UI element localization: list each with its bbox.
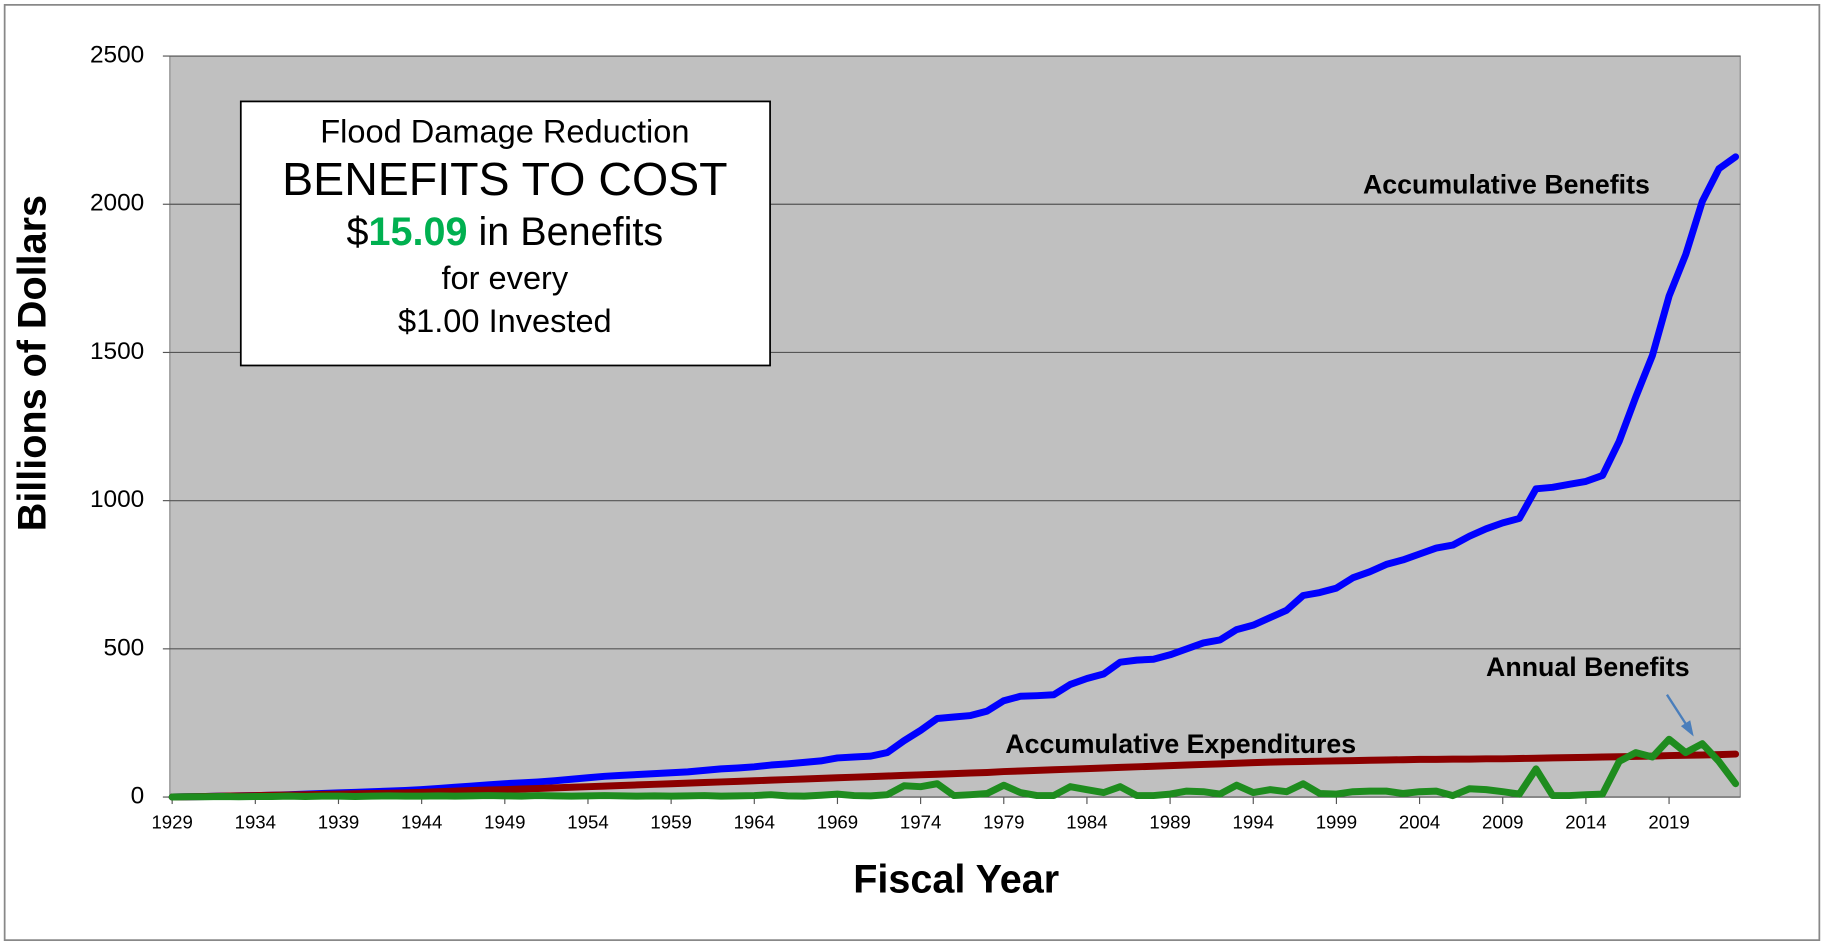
annotation-box <box>239 100 771 367</box>
annotation-line: BENEFITS TO COST <box>282 153 727 205</box>
lines <box>168 153 1740 801</box>
x-tick-label: 1989 <box>1149 812 1190 833</box>
x-tick-label: 1929 <box>151 812 192 833</box>
x-tick-label: 1969 <box>817 812 858 833</box>
x-tick-label: 1964 <box>734 812 775 833</box>
series-label: Accumulative Expenditures <box>1005 729 1356 759</box>
x-tick-label: 1999 <box>1316 812 1357 833</box>
x-tick-label: 1979 <box>983 812 1024 833</box>
y-tick-label: 500 <box>104 634 145 661</box>
annotation-line: $15.09 in Benefits <box>347 211 664 255</box>
x-tick-label: 1944 <box>401 812 442 833</box>
x-tick-label: 1954 <box>567 812 608 833</box>
x-tick-label: 1939 <box>318 812 359 833</box>
annotation-suffix: in Benefits <box>468 211 664 255</box>
annotation-ratio: 15.09 <box>369 211 468 255</box>
x-tick-label: 2009 <box>1482 812 1523 833</box>
series-line <box>168 750 1740 801</box>
y-axis-label: Billions of Dollars <box>10 195 54 531</box>
x-tick-label: 1934 <box>235 812 276 833</box>
y-tick-label: 1000 <box>90 486 144 513</box>
y-tick-label: 1500 <box>90 338 144 365</box>
x-tick-label: 1959 <box>650 812 691 833</box>
y-tick-label: 2000 <box>90 190 144 217</box>
x-tick-label: 1949 <box>484 812 525 833</box>
y-tick-label: 2500 <box>90 42 144 69</box>
x-tick-label: 1984 <box>1066 812 1107 833</box>
y-tick-label: 0 <box>131 783 145 810</box>
x-tick-label: 1994 <box>1233 812 1274 833</box>
x-tick-label: 1974 <box>900 812 941 833</box>
annotation-line: for every <box>442 260 569 296</box>
x-tick-label: 2019 <box>1648 812 1689 833</box>
x-tick-label: 2014 <box>1565 812 1606 833</box>
annotation-prefix: $ <box>347 211 369 255</box>
annotation-line: Flood Damage Reduction <box>320 114 689 150</box>
series-label: Annual Benefits <box>1486 652 1690 682</box>
annotation-line: $1.00 Invested <box>398 303 612 339</box>
annotation-arrowhead <box>1680 720 1694 737</box>
x-axis-label: Fiscal Year <box>853 857 1059 901</box>
series-line <box>168 735 1740 801</box>
x-tick-label: 2004 <box>1399 812 1440 833</box>
series-label: Accumulative Benefits <box>1363 169 1650 199</box>
